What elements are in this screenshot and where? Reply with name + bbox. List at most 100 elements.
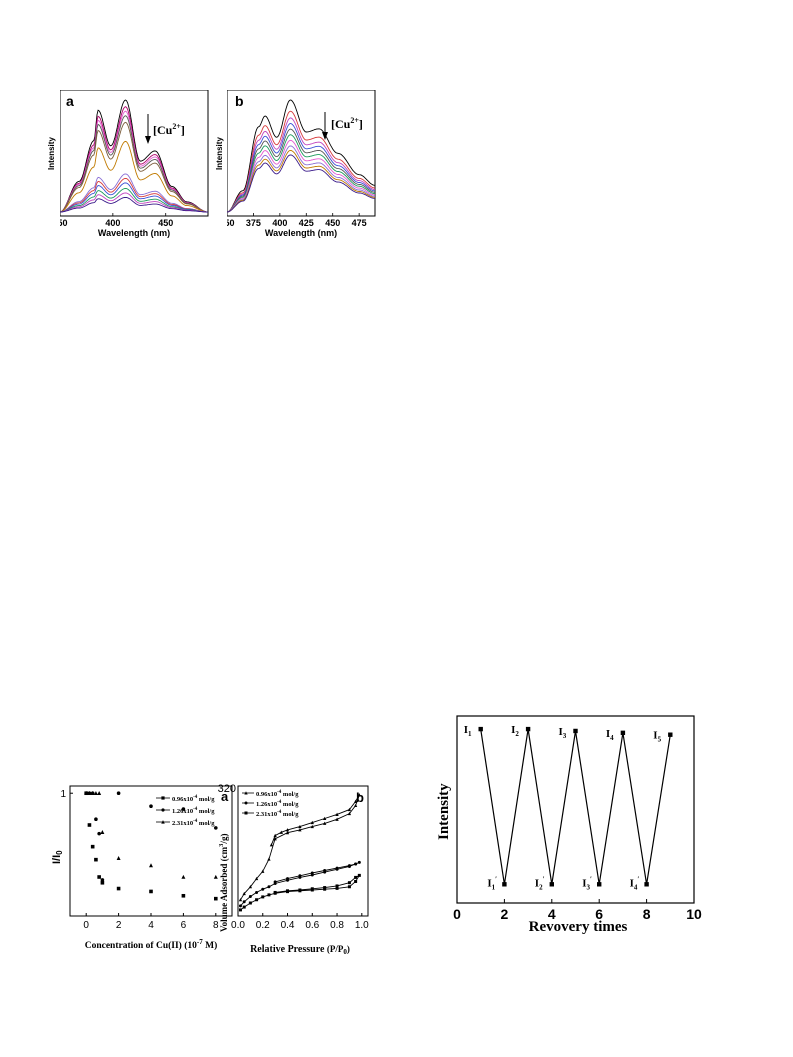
data-point-0-4 (97, 875, 101, 879)
data-point-1-9 (214, 826, 218, 830)
isotherm-point-1-22 (273, 880, 277, 884)
legend-label: 0.96x10-4 mol/g (256, 790, 299, 798)
tick-group: 0.0 0.2 0.4 0.6 0.8 1.0 (231, 913, 369, 931)
svg-text:Intensity: Intensity (47, 137, 56, 170)
data-point-2-6 (116, 856, 121, 861)
tick-group: 0 2 4 6 8 1 (60, 789, 219, 931)
label-subscript: 1 (468, 730, 472, 738)
recovery-point-label: I3 (559, 726, 567, 740)
data-point-2-2 (90, 791, 95, 796)
isotherm-point-0-21 (285, 828, 290, 832)
x-tick-label: 0 (453, 906, 461, 922)
recovery-point-6 (620, 730, 626, 736)
data-point-2-7 (149, 863, 153, 868)
label-prime: ′ (590, 875, 592, 883)
spectrum-line-3 (60, 115, 209, 213)
recovery-point-label: I1′ (487, 875, 497, 891)
x-tick-label: 0.4 (281, 920, 295, 931)
legend-unit: mol/g (197, 808, 215, 815)
isotherm-point-2-3 (255, 898, 259, 902)
recovery-point-label: I4 (606, 728, 614, 742)
isotherm-point-0-7 (285, 830, 290, 835)
recovery-point-label: I4′ (630, 875, 640, 891)
label-subscript: 2 (539, 883, 543, 891)
spectrum-line-4 (60, 121, 209, 213)
y-label-b: Intensity (215, 137, 224, 170)
legend-exponent: -4 (193, 819, 198, 824)
data-point-0-9 (214, 896, 218, 901)
data-point-0-1 (87, 823, 92, 827)
y-axis-label: Intensity (436, 783, 452, 840)
data-point-0-2 (90, 844, 95, 849)
legend-label: 2.31x10-4 mol/g (256, 810, 299, 818)
legend-label: 1.26x10-4 mol/g (172, 807, 215, 815)
legend-exponent: -4 (193, 795, 198, 800)
isotherm-point-1-1 (242, 900, 246, 904)
isotherm-point-1-19 (310, 871, 314, 875)
isotherm-point-0-22 (279, 830, 283, 834)
isotherm-point-0-4 (261, 869, 265, 873)
data-point-1-6 (116, 791, 121, 796)
legend: 0.96x10-4 mol/g 1.26x10-4 mol/g 2.31x10-4 … (156, 795, 215, 827)
recovery-point-0 (478, 726, 483, 732)
isotherm-chart: 0.0 0.2 0.4 0.6 0.8 1.0 320 b 0.96x10-4 mol/g… (218, 783, 370, 956)
y-axis-label: I/I0 (51, 850, 64, 864)
isotherm-point-0-3 (254, 876, 259, 881)
recovery-point-3 (549, 882, 554, 887)
isotherm-point-2-14 (357, 873, 361, 877)
x-tick-label: 450 (158, 218, 173, 228)
panel-label: a (221, 789, 229, 804)
isotherm-point-1-21 (286, 877, 290, 881)
spectrum-line-11 (60, 196, 208, 213)
isotherm-point-0-6 (273, 837, 277, 841)
x-tick-label: 1.0 (355, 920, 369, 931)
isotherm-point-2-13 (354, 879, 358, 883)
isotherm-point-0-14 (357, 793, 361, 797)
x-tick-label: 0.6 (305, 920, 319, 931)
legend-label: 2.31x10-4 mol/g (172, 819, 215, 827)
x-axis-label: Concentration of Cu(II) (10-7 M) (85, 938, 218, 951)
legend-unit: mol/g (281, 811, 299, 818)
isotherm-point-0-12 (347, 811, 352, 816)
isotherm-point-1-4 (261, 887, 265, 891)
spectra-series-group (227, 99, 376, 213)
legend-marker (161, 820, 165, 824)
isotherm-point-2-17 (335, 884, 339, 888)
isotherm-point-2-4 (261, 895, 265, 899)
data-point-2-5 (100, 830, 105, 835)
data-point-0-6 (116, 886, 121, 891)
isotherm-point-0-13 (353, 803, 358, 807)
x-tick-label: 375 (246, 218, 261, 228)
x-tick-label: 400 (105, 218, 120, 228)
recovery-point-1 (502, 882, 507, 887)
recovery-point-label: I2′ (535, 875, 545, 891)
x-tick-label: 450 (325, 218, 340, 228)
label-subscript: 3 (563, 732, 567, 740)
isotherm-point-0-15 (353, 799, 358, 803)
plot-frame (227, 90, 376, 217)
x-axis-label: Wavelength (nm) (98, 228, 170, 238)
legend-unit: mol/g (281, 801, 299, 808)
isotherm-point-0-16 (347, 807, 352, 812)
spectra-chart-b: 350 375 400 425 450 475 b [Cu2+] Wavelength (… (227, 90, 376, 238)
x-tick-group: 350 400 450 (60, 213, 173, 228)
x-tick-label: 8 (213, 920, 219, 931)
isotherm-point-0-23 (273, 833, 277, 838)
isotherm-point-1-20 (298, 874, 302, 878)
x-axis-label: Wavelength (nm) (265, 228, 337, 238)
isotherm-point-1-17 (335, 866, 339, 870)
spectrum-line-6 (227, 139, 375, 213)
y-tick-label: 1 (60, 789, 66, 800)
legend-label: 0.96x10-4 mol/g (172, 795, 215, 803)
isotherm-point-2-18 (323, 886, 327, 890)
legend-exponent: -4 (277, 800, 282, 805)
legend-exponent: -4 (277, 790, 282, 795)
data-point-1-8 (181, 807, 186, 811)
data-point-2-8 (181, 874, 186, 879)
recovery-chart: I1 I1′ I2 I2′ I3 I3′ I4 I4′ I5 0 2 4 6 8 10 Intensity… (436, 715, 702, 935)
recovery-point-8 (668, 732, 673, 737)
quench-ratio-chart: 0 2 4 6 8 1 a 0.96x10-4 mol/g 1.26x10-4 mol/g 2… (51, 785, 233, 951)
x-tick-label: 4 (548, 906, 556, 922)
plot-frame (60, 90, 209, 217)
isotherm-point-2-21 (286, 889, 290, 893)
